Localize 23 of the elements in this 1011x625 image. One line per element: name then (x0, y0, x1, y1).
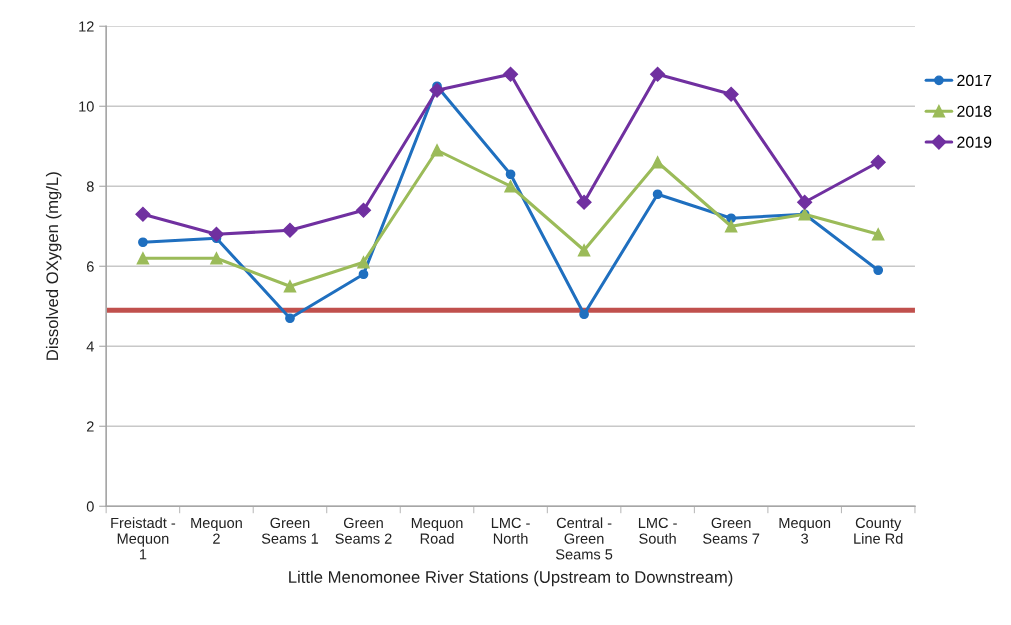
x-axis-title: Little Menomonee River Stations (Upstream to Downstream) (289, 570, 733, 587)
legend-label: 2019 (957, 136, 992, 148)
x-tick-label: LMC - North (491, 517, 530, 544)
x-tick-label: LMC - South (638, 517, 677, 544)
y-tick-label: 6 (86, 261, 94, 272)
x-tick-label: Green Seams 7 (703, 517, 760, 544)
y-axis-title: Dissolved OXygen (mg/L) (45, 172, 62, 360)
x-tick-label: Mequon 2 (191, 517, 242, 544)
x-tick-label: Central - Green Seams 5 (555, 517, 613, 560)
y-tick-label: 8 (86, 181, 94, 192)
x-tick-label: Mequon Road (411, 517, 463, 544)
y-tick-label: 10 (79, 101, 94, 112)
x-tick-label: County Line Rd (854, 517, 903, 544)
x-tick-label: Green Seams 2 (335, 517, 392, 544)
x-tick-label: Freistadt - Mequon 1 (111, 517, 176, 560)
y-tick-label: 2 (86, 421, 94, 432)
x-tick-label: Mequon 3 (779, 517, 831, 544)
x-tick-label: Green Seams 1 (261, 517, 319, 544)
y-tick-label: 0 (86, 501, 94, 512)
y-tick-label: 4 (86, 341, 94, 352)
y-tick-label: 12 (79, 21, 94, 32)
legend-label: 2018 (957, 105, 992, 117)
legend-label: 2017 (957, 74, 992, 87)
